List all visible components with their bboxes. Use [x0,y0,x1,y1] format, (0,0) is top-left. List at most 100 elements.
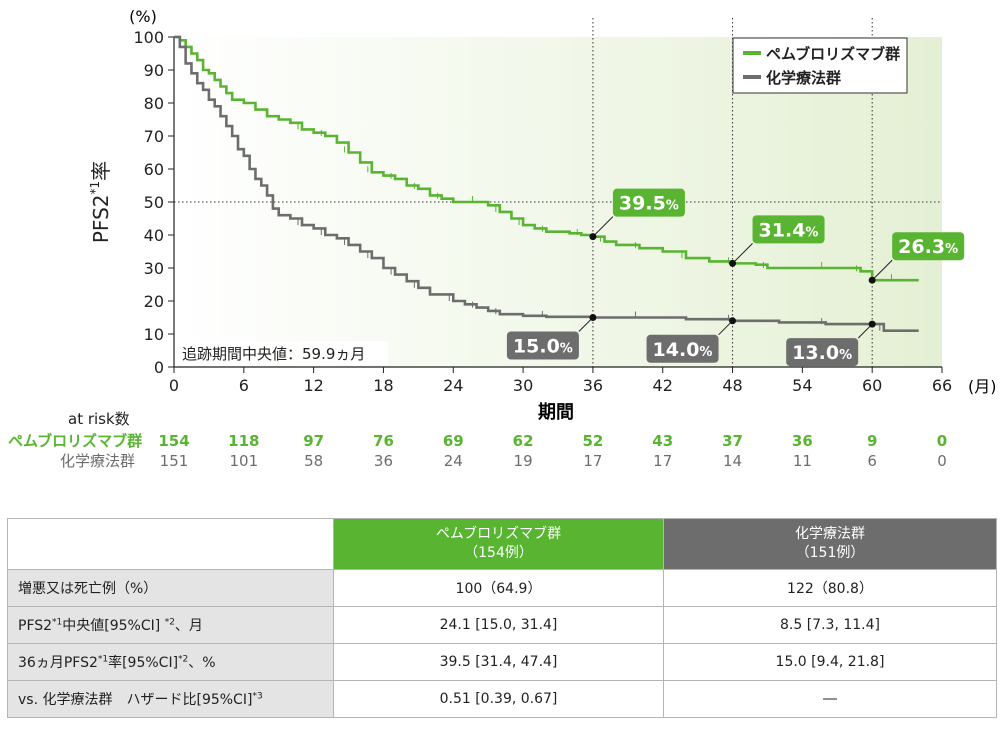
table-header-pem-n: （154例） [464,545,533,561]
legend-box [732,37,908,94]
x-axis-title: 期間 [538,402,574,423]
callout-box [646,334,719,363]
x-tick-label: 36 [583,376,603,395]
at-risk-value: 17 [653,452,672,470]
cell-median-pem: 24.1 [15.0, 31.4] [333,606,664,644]
callout-label: 39.5% [619,193,679,215]
at-risk-numbers: 154 118 97 76 69 62 52 43 37 36 9 0 151 101 58 36 24 19 17… [158,432,947,470]
at-risk-value: 11 [793,452,812,470]
reference-lines [174,18,942,367]
callout-pct: % [945,242,958,257]
table-header-row: ペムブロリズマブ群 （154例） 化学療法群 （151例） [7,518,997,570]
at-risk-value: 97 [303,432,324,450]
x-tick-label: 0 [169,376,179,395]
at-risk-value: 43 [652,432,673,450]
at-risk-value: 6 [867,452,877,470]
at-risk-title: at risk数 [68,410,130,428]
at-risk-value: 154 [158,432,189,450]
cell-36m-rate-pem: 39.5 [31.4, 47.4] [333,643,664,681]
x-tick-label: 24 [443,376,463,395]
x-tick-label: 18 [373,376,393,395]
cell-36m-rate-chemo: 15.0 [9.4, 21.8] [663,643,997,681]
at-risk-value: 9 [867,432,877,450]
callout-point [589,314,597,321]
callout-pct: % [805,225,818,240]
at-risk-value: 151 [160,452,189,470]
at-risk-value: 76 [373,432,394,450]
cell-hazard-ratio-chemo: ― [663,680,997,718]
y-tick-label: 90 [144,61,164,80]
callout-value: 13.0 [792,342,839,364]
table-header-pem-name: ペムブロリズマブ群 [435,526,562,542]
y-tick-label: 60 [144,160,164,179]
table-row: PFS2*1中央値[95%CI] *2、月 24.1 [15.0, 31.4] … [7,606,997,644]
cell-hazard-ratio-pem: 0.51 [0.39, 0.67] [333,680,664,718]
x-tick-label: 54 [792,376,812,395]
at-risk-label-chemo: 化学療法群 [60,452,135,470]
callout-point [868,276,876,284]
legend: ペムブロリズマブ群 化学療法群 [732,37,908,94]
callout-value: 39.5 [619,193,666,215]
survival-curves [174,35,919,332]
callout-pct: % [699,345,712,360]
row-label-median: PFS2*1中央値[95%CI] *2、月 [7,606,334,644]
followup-annotation-box [178,341,388,365]
at-risk-value: 36 [792,432,813,450]
x-tick-label: 42 [653,376,673,395]
callout-value: 14.0 [653,339,700,361]
table-row: 36ヵ月PFS2*1率[95%CI]*2、% 39.5 [31.4, 47.4]… [7,643,997,681]
x-unit-label: (月) [968,377,997,396]
followup-annotation: 追跡期間中央値：59.9ヵ月 [182,345,365,363]
callout-leader [732,243,753,264]
x-tick-label: 66 [932,376,952,395]
y-tick-label: 80 [144,94,164,113]
callout-box [506,331,579,360]
legend-label-chemo: 化学療法群 [766,69,841,87]
callout-box [786,338,859,367]
callout-label: 26.3% [898,236,958,258]
table-header-blank [7,518,334,570]
at-risk-value: 17 [583,452,602,470]
at-risk-value: 101 [229,452,258,470]
callout-point [589,233,597,241]
at-risk-value: 58 [304,452,323,470]
y-axis-title: PFS2*1率 [88,161,113,243]
row-label-events: 増悪又は死亡例（%） [7,569,334,607]
callout-box [612,188,685,217]
y-tick-label: 40 [144,226,164,245]
callout-value: 15.0 [513,336,560,358]
table-header-chemo: 化学療法群 （151例） [663,518,997,570]
y-unit-label: (%) [129,7,157,26]
x-tick-label: 30 [513,376,533,395]
at-risk-value: 24 [444,452,463,470]
x-tick-label: 48 [722,376,742,395]
at-risk-value: 37 [722,432,743,450]
y-tick-label: 100 [133,28,164,47]
callout-point [729,259,737,267]
row-label-hazard-ratio: vs. 化学療法群 ハザード比[95%CI]*3 [7,680,334,718]
table-row: 増悪又は死亡例（%） 100（64.9） 122（80.8） [7,569,997,607]
at-risk-value: 118 [228,432,259,450]
series-line-pem [174,35,919,282]
y-tick-label: 20 [144,292,164,311]
y-tick-label: 70 [144,127,164,146]
callout-value: 31.4 [759,219,806,241]
at-risk-value: 19 [514,452,533,470]
series-line-chemo [174,35,919,332]
x-tick-label: 6 [239,376,249,395]
table-row: vs. 化学療法群 ハザード比[95%CI]*3 0.51 [0.39, 0.6… [7,680,997,718]
at-risk-value: 0 [937,432,947,450]
table-header-pem: ペムブロリズマブ群 （154例） [333,518,664,570]
at-risk-value: 62 [513,432,534,450]
callout-leader [592,216,614,238]
summary-table: ペムブロリズマブ群 （154例） 化学療法群 （151例） 増悪又は死亡例（%）… [7,518,997,718]
table-header-chemo-n: （151例） [795,545,865,561]
table-header-chemo-name: 化学療法群 [795,526,865,542]
callout-box [752,215,825,244]
cell-events-chemo: 122（80.8） [663,569,997,607]
at-risk-label-pem: ペムブロリズマブ群 [8,432,142,450]
callout-point [729,317,737,325]
y-tick-label: 10 [144,325,164,344]
x-tick-label: 12 [303,376,323,395]
